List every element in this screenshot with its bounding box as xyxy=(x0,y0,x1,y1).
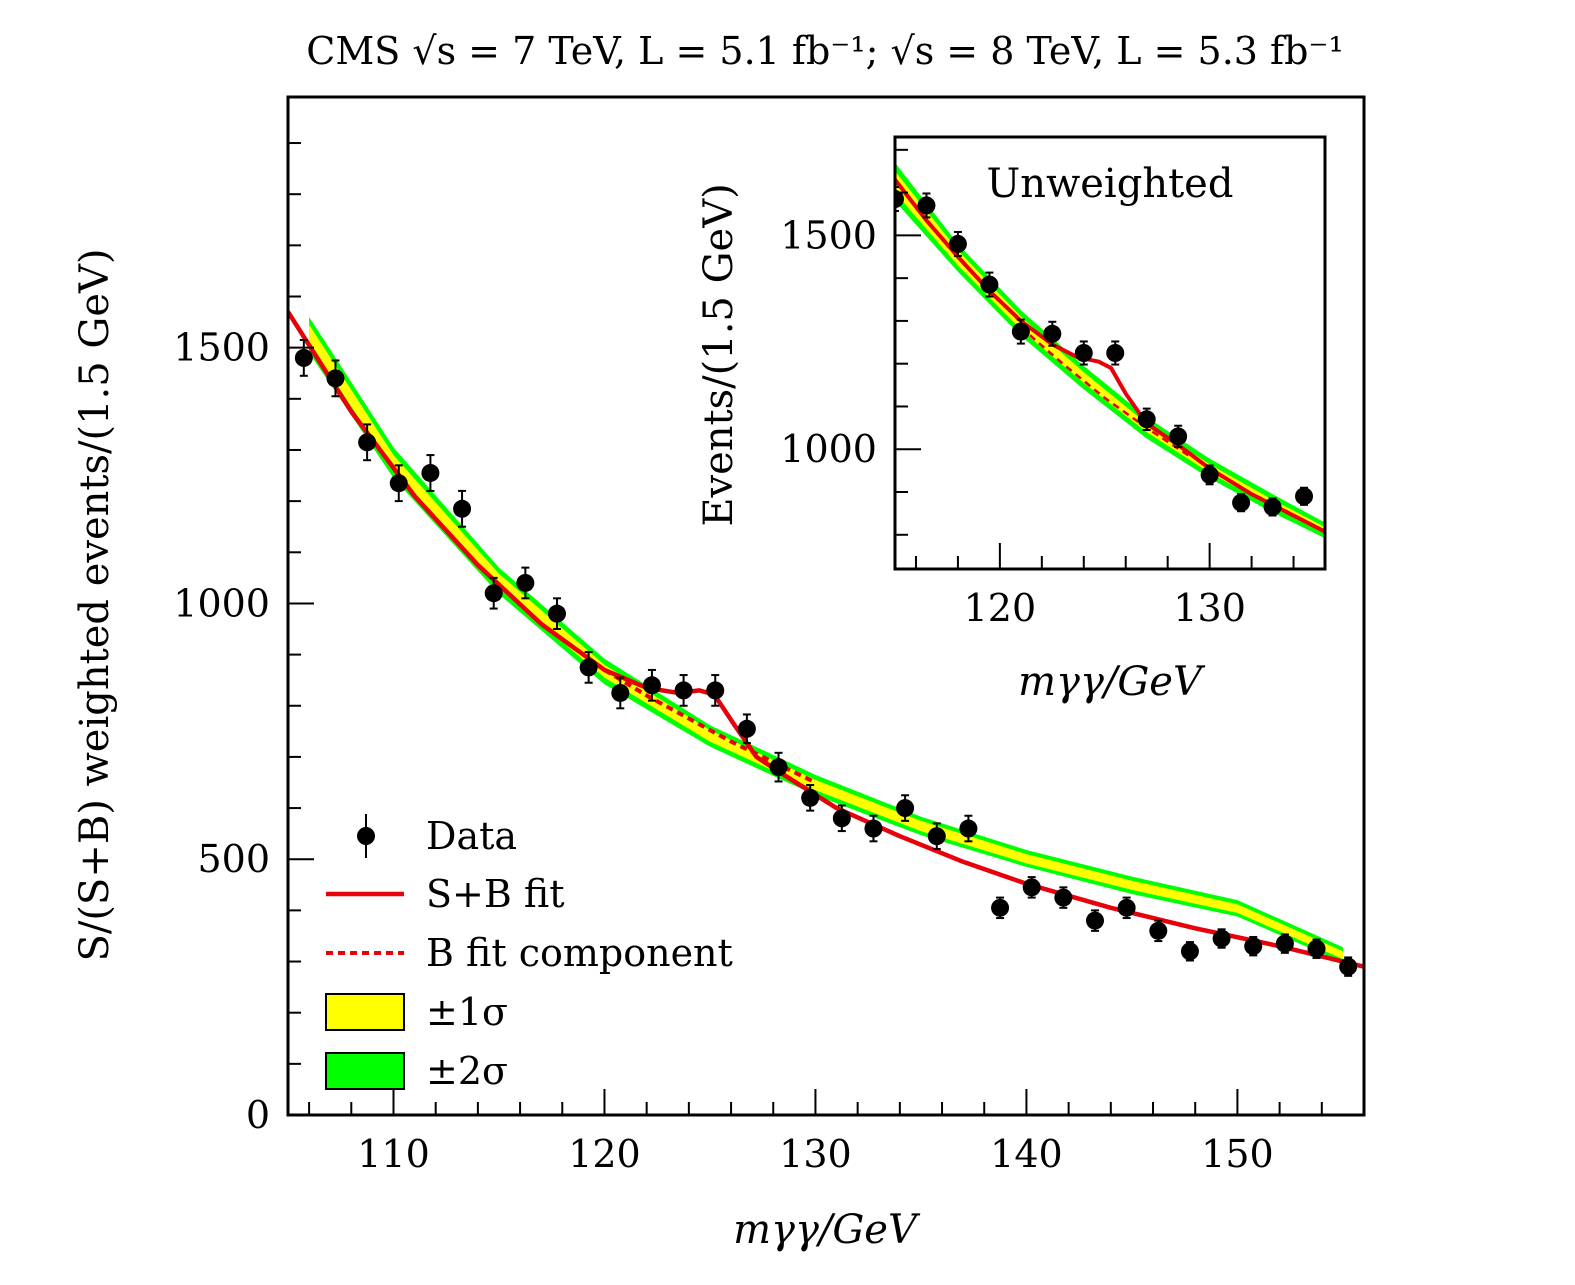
y-tick-label: 1500 xyxy=(173,326,270,370)
data-point xyxy=(1295,487,1314,506)
data-point xyxy=(1022,878,1041,897)
chart-title: CMS √s = 7 TeV, L = 5.1 fb⁻¹; √s = 8 TeV… xyxy=(306,29,1343,73)
data-point xyxy=(927,827,946,846)
data-point xyxy=(832,809,851,828)
x-tick-label: 110 xyxy=(357,1132,430,1176)
plot-area xyxy=(288,310,1364,977)
data-point xyxy=(421,463,440,482)
data-point xyxy=(917,196,936,215)
main-x-axis-title: mγγ/GeV xyxy=(733,1207,921,1253)
legend: Data S+B fit B fit component ±1σ ±2σ xyxy=(325,814,733,1093)
data-point xyxy=(1200,465,1219,484)
data-point xyxy=(1086,911,1104,930)
b-fit-line xyxy=(603,668,817,785)
data-point xyxy=(611,683,630,702)
data-point xyxy=(642,676,661,695)
main-plot-frame xyxy=(286,95,1366,1117)
data-point xyxy=(737,719,756,738)
legend-label-sb: S+B fit xyxy=(426,872,565,916)
x-tick-label: 130 xyxy=(1173,586,1246,630)
y-tick-label: 1500 xyxy=(780,213,877,257)
x-tick-label: 120 xyxy=(568,1132,641,1176)
data-point xyxy=(959,819,978,838)
data-point xyxy=(453,499,472,518)
data-point xyxy=(389,474,408,493)
data-point xyxy=(1074,344,1093,362)
data-point xyxy=(1043,324,1062,343)
data-point xyxy=(1180,942,1199,961)
legend-s2-swatch xyxy=(325,1052,405,1090)
data-point xyxy=(896,799,915,818)
data-point xyxy=(1232,493,1251,512)
inset-plot-frame xyxy=(893,135,1327,571)
data-point xyxy=(516,573,535,592)
data-point xyxy=(1339,957,1358,976)
inset-y-axis-title: Events/(1.5 GeV) xyxy=(696,183,742,526)
data-point xyxy=(706,681,725,700)
data-point xyxy=(1244,937,1263,956)
y-tick-label: 0 xyxy=(246,1093,270,1137)
main-y-axis-title: S/(S+B) weighted events/(1.5 GeV) xyxy=(72,248,118,961)
legend-data-marker xyxy=(357,827,375,845)
data-point xyxy=(895,190,904,209)
sb-fit-line xyxy=(895,178,1325,534)
data-point xyxy=(1212,929,1231,948)
inset-plot: 120 130 1000 1500 xyxy=(780,148,1344,630)
data-point xyxy=(1137,410,1156,429)
data-point xyxy=(864,819,883,838)
sb-fit-line xyxy=(288,310,1364,969)
legend-label-b: B fit component xyxy=(426,931,733,975)
plot-area xyxy=(895,162,1344,554)
band-2sigma xyxy=(895,162,1325,539)
x-tick-label: 130 xyxy=(779,1132,852,1176)
y-tick-label: 500 xyxy=(197,837,270,881)
data-point xyxy=(1149,921,1168,940)
x-tick-label: 150 xyxy=(1201,1132,1274,1176)
data-point xyxy=(358,433,377,452)
data-point xyxy=(1106,344,1125,362)
data-point xyxy=(1307,939,1326,958)
data-point xyxy=(1169,427,1188,446)
x-tick-label: 120 xyxy=(964,586,1037,630)
b-fit-line xyxy=(1020,326,1190,457)
data-point xyxy=(991,898,1010,917)
data-point xyxy=(948,234,967,253)
data-point xyxy=(769,758,788,777)
data-point xyxy=(1011,322,1030,341)
data-point xyxy=(548,604,566,623)
y-tick-label: 1000 xyxy=(780,427,877,471)
data-point xyxy=(294,348,313,367)
legend-label-s2: ±2σ xyxy=(426,1049,508,1093)
data-point xyxy=(674,681,693,700)
inset-x-axis-title: mγγ/GeV xyxy=(1018,659,1206,705)
y-tick-label: 1000 xyxy=(173,581,270,625)
data-point xyxy=(484,584,503,603)
data-point xyxy=(326,369,345,388)
legend-label-data: Data xyxy=(426,814,517,858)
data-point xyxy=(579,658,598,677)
x-tick-label: 140 xyxy=(990,1132,1063,1176)
data-point xyxy=(1275,934,1294,953)
data-point xyxy=(1054,888,1073,907)
data-point xyxy=(1117,898,1136,917)
data-point xyxy=(1263,497,1282,516)
data-point xyxy=(801,788,820,807)
legend-label-s1: ±1σ xyxy=(426,990,508,1034)
data-point xyxy=(980,275,999,294)
data-point xyxy=(1326,536,1344,554)
inset-title: Unweighted xyxy=(987,161,1234,207)
legend-s1-swatch xyxy=(325,993,405,1031)
